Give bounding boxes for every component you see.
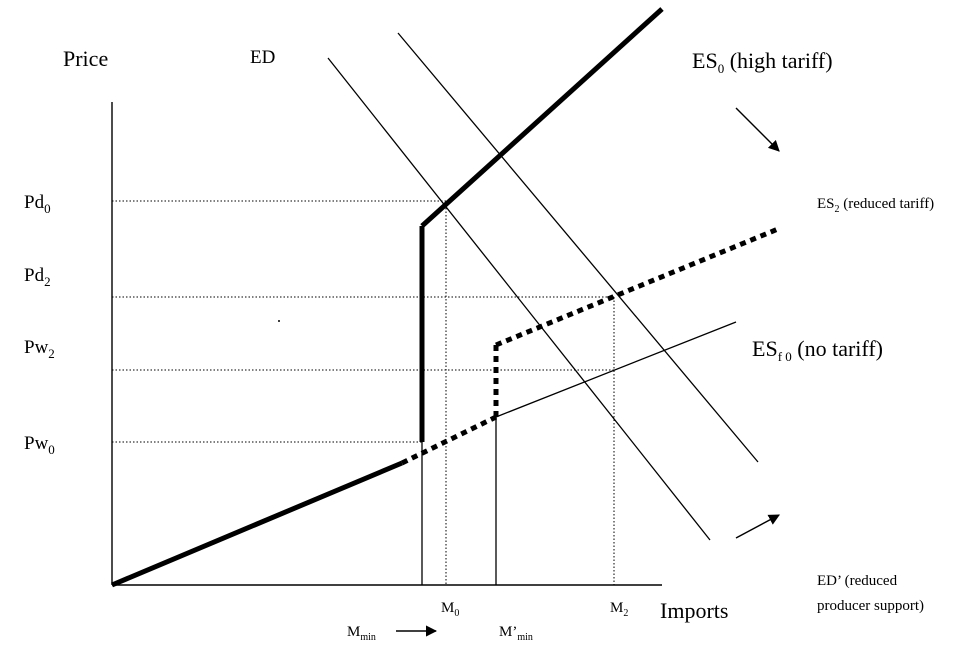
ed-prime-label: ED’ (reduced: [817, 573, 898, 589]
pw2-label: Pw2: [24, 337, 55, 361]
es0-upper: [420, 7, 664, 228]
es0-label: ES0 (high tariff): [692, 48, 833, 76]
es0-supply: [111, 460, 403, 588]
ed-prime-label-2: producer support): [817, 598, 924, 614]
pd2-label: Pd2: [24, 265, 51, 289]
mmin-label: Mmin: [347, 624, 376, 643]
price-axis-label: Price: [63, 46, 108, 71]
es2-label: ES2 (reduced tariff): [817, 196, 934, 215]
ed-prime-line: [397, 32, 759, 463]
mmin-prime-label: M’min: [499, 624, 533, 643]
ed-label: ED: [250, 47, 275, 68]
ed-line: [327, 57, 711, 541]
pw0-label: Pw0: [24, 433, 55, 457]
m0-label: M0: [441, 600, 459, 619]
imports-axis-label: Imports: [660, 598, 728, 623]
ed-shift-arrow: [735, 514, 780, 539]
stray-dot: [278, 320, 280, 322]
pd0-label: Pd0: [24, 192, 51, 216]
es2-lower: [400, 414, 498, 466]
esf0-label: ESf 0 (no tariff): [752, 336, 883, 364]
m2-label: M2: [610, 600, 628, 619]
esf0-line: [495, 321, 737, 418]
es2-upper: [495, 226, 779, 348]
es-shift-arrow: [735, 107, 780, 152]
